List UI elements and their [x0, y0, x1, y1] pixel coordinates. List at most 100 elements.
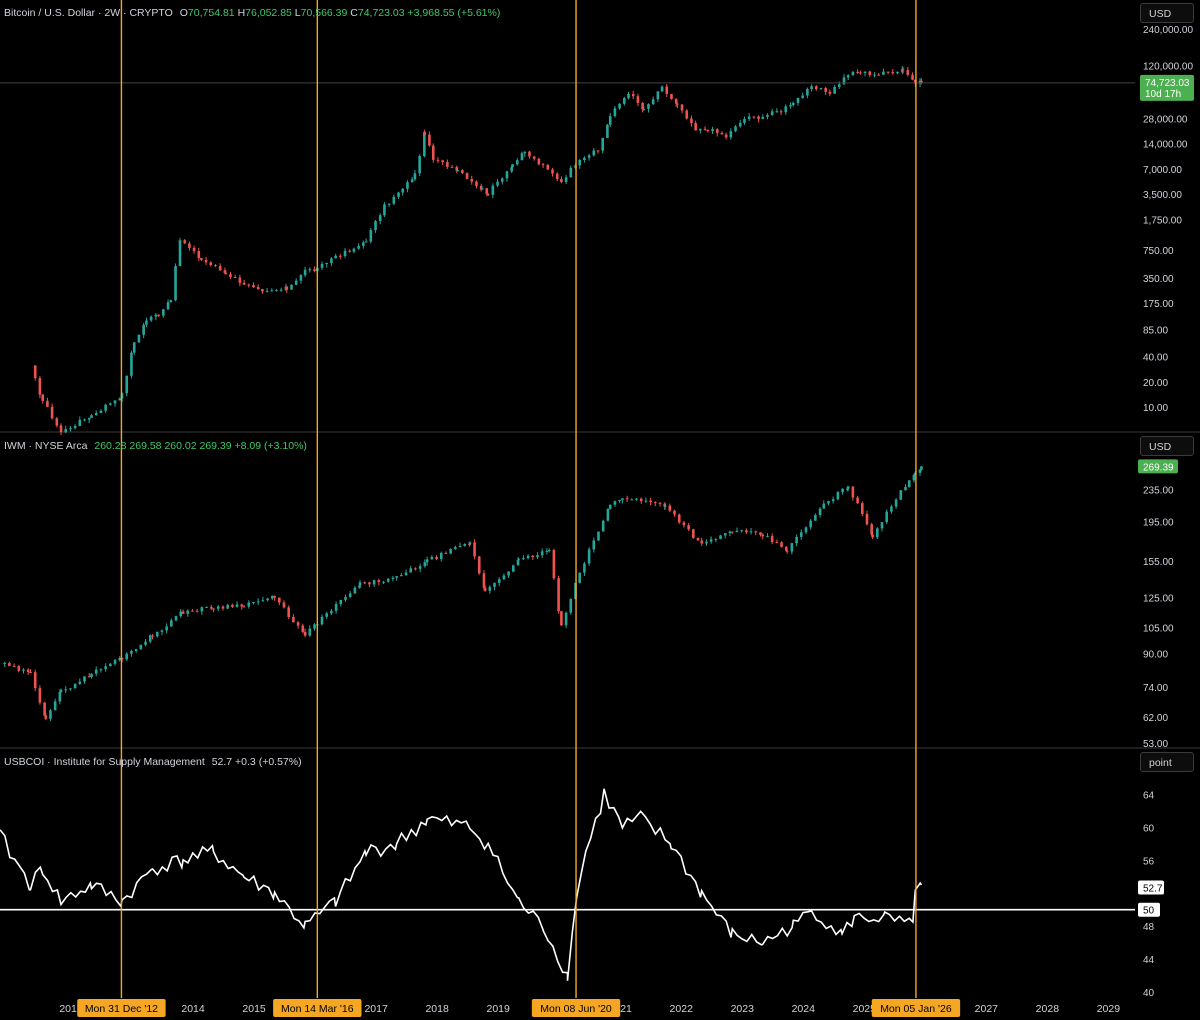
iwm-candle [435, 556, 438, 559]
btc-candle [41, 394, 45, 401]
iwm-candle [663, 505, 667, 507]
iwm-candle [205, 607, 208, 609]
btc-candle [330, 258, 333, 264]
btc-candle [779, 111, 783, 113]
btc-candle [523, 151, 527, 154]
x-axis-marker-label: Mon 08 Jun '20 [540, 1003, 612, 1015]
btc-axis-tick: 20.00 [1143, 378, 1168, 389]
iwm-candle [649, 500, 652, 503]
btc-axis-tick: 28,000.00 [1143, 115, 1188, 126]
btc-candle [369, 230, 373, 242]
x-axis-marker-badge [871, 999, 961, 1017]
iwm-candle [296, 622, 300, 626]
iwm-candle [912, 474, 916, 481]
btc-candle [64, 429, 68, 433]
iwm-candle [780, 542, 783, 547]
ism-unit-button[interactable]: point [1140, 752, 1194, 772]
x-axis-year-label: 2019 [486, 1003, 510, 1015]
btc-candle [660, 86, 664, 92]
iwm-candle [592, 540, 596, 550]
iwm-candle [49, 710, 52, 719]
iwm-candle [876, 528, 879, 538]
iwm-candle [871, 534, 874, 538]
btc-candle [104, 404, 107, 411]
btc-candle [343, 250, 347, 257]
iwm-candle [29, 671, 32, 673]
iwm-candle [58, 691, 62, 702]
btc-candle [223, 270, 227, 273]
btc-candle [641, 102, 644, 110]
btc-candle [294, 280, 298, 285]
btc-candle [431, 145, 435, 160]
iwm-close: 269.39 [199, 440, 232, 452]
btc-candle [397, 192, 400, 197]
btc-candle [810, 86, 813, 90]
btc-candle [73, 426, 77, 429]
iwm-high: 269.58 [129, 440, 162, 452]
btc-candle [711, 129, 714, 132]
iwm-currency-button[interactable]: USD [1140, 436, 1194, 456]
iwm-candle [292, 616, 295, 623]
x-axis-year-label: 2029 [1097, 1003, 1121, 1015]
btc-candle [537, 158, 541, 165]
btc-candle [392, 196, 396, 204]
btc-candle [846, 75, 850, 78]
btc-candle [618, 103, 621, 109]
btc-candle [752, 116, 756, 118]
iwm-candle [64, 689, 68, 691]
btc-candle [642, 108, 646, 110]
iwm-candle [256, 601, 260, 603]
btc-candle [520, 153, 524, 161]
ism-axis-tick: 40 [1143, 988, 1155, 999]
iwm-candle [409, 568, 413, 573]
iwm-candle [330, 610, 333, 614]
btc-candle [279, 289, 283, 291]
btc-currency-button[interactable]: USD [1140, 3, 1194, 23]
iwm-candle [377, 580, 381, 583]
btc-high-label: H [237, 7, 246, 19]
iwm-candle [846, 486, 850, 489]
iwm-candle [391, 577, 395, 579]
x-axis-year-label: 2014 [181, 1003, 205, 1015]
iwm-candle [723, 533, 727, 536]
iwm-last-price-label: 269.39 [1143, 462, 1174, 473]
btc-last-price-label: 74,723.03 [1145, 78, 1190, 89]
iwm-candle [785, 550, 789, 552]
btc-candle [851, 71, 855, 76]
iwm-candle [677, 514, 681, 523]
btc-candle [636, 96, 640, 103]
iwm-candle [814, 514, 817, 521]
btc-candle [715, 129, 719, 133]
iwm-candle [425, 559, 429, 563]
btc-candle [285, 286, 289, 290]
btc-candle [470, 178, 474, 182]
iwm-candle [277, 597, 281, 603]
iwm-candle [687, 525, 690, 530]
iwm-candle [749, 531, 753, 533]
btc-candle [766, 114, 769, 117]
iwm-candle [231, 604, 234, 607]
btc-countdown-label: 10d 17h [1145, 89, 1181, 100]
btc-candle [606, 124, 609, 138]
ism-axis-tick: 44 [1143, 955, 1155, 966]
ism-axis-tick: 60 [1143, 823, 1155, 834]
btc-candle [886, 71, 890, 73]
x-axis-marker-badge [77, 999, 166, 1017]
ism-series-line [0, 788, 923, 981]
iwm-candle [339, 599, 343, 605]
iwm-candle [885, 511, 889, 523]
x-axis-marker-label: Mon 05 Jan '26 [880, 1003, 952, 1015]
btc-candle [303, 269, 307, 276]
iwm-candle [730, 531, 734, 533]
btc-candle [528, 151, 531, 157]
iwm-candle [597, 531, 600, 541]
btc-axis-tick: 350.00 [1143, 274, 1174, 285]
iwm-candle [735, 530, 739, 533]
iwm-candle [625, 498, 629, 500]
btc-candle [290, 284, 293, 290]
iwm-candle [170, 620, 173, 627]
btc-candle [569, 167, 573, 178]
btc-candle [456, 170, 459, 172]
iwm-candle [569, 598, 573, 613]
btc-candle [118, 398, 122, 401]
